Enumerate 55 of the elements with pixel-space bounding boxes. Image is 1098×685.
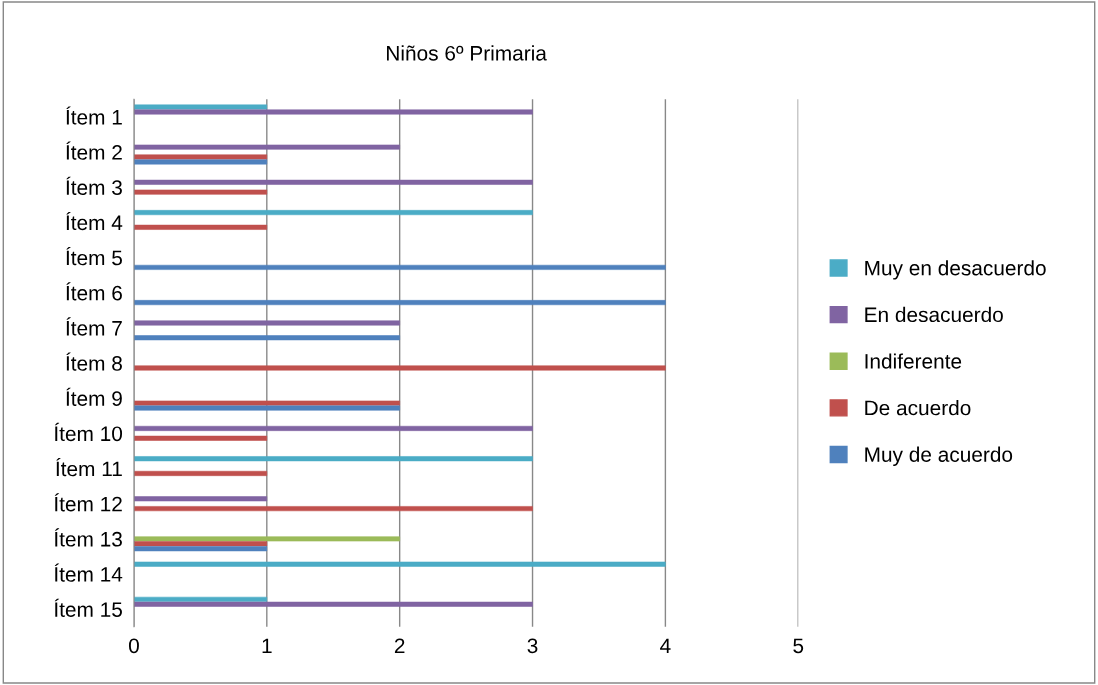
legend-label: Muy en desacuerdo [865,260,1046,280]
x-tick-label: 0 [128,638,139,654]
bar [133,456,533,462]
bar [133,561,666,567]
y-tick-label: Ítem 14 [54,563,123,582]
bar [133,159,268,165]
bar [133,210,533,216]
y-tick-label: Ítem 2 [66,141,122,160]
bar [133,320,400,326]
legend-label: Indiferente [865,353,962,369]
bar [133,536,400,542]
y-tick-label: Ítem 9 [66,387,122,406]
bar [133,335,400,341]
x-tick-label: 5 [793,638,804,654]
bar [133,470,268,476]
bar [133,224,268,230]
y-tick-label: Ítem 12 [54,493,122,512]
y-tick-label: Ítem 1 [66,106,122,125]
bar [133,144,400,150]
x-tick-label: 4 [660,638,671,653]
bar [133,435,268,441]
bar [133,400,400,406]
y-tick-label: Ítem 5 [66,247,122,266]
bar [133,264,666,270]
y-tick-label: Ítem 4 [66,211,123,231]
bar [133,506,533,512]
bar [133,601,533,607]
bar [133,189,268,195]
y-tick-label: Ítem 15 [54,598,122,617]
y-tick-label: Ítem 10 [54,422,123,442]
bar [133,109,533,115]
bar [133,154,268,160]
legend-label: En desacuerdo [865,306,1003,323]
y-tick-label: Ítem 11 [56,458,122,477]
x-tick-label: 1 [262,638,272,653]
bar [133,365,666,371]
bar [133,405,400,411]
y-tick-label: Ítem 3 [66,176,122,195]
bar [133,546,268,552]
bar [133,425,533,431]
y-tick-label: Ítem 8 [66,352,122,371]
bar [133,496,268,502]
x-tick-label: 2 [394,638,405,653]
x-tick-label: 3 [527,638,538,654]
y-tick-label: Ítem 7 [66,317,122,336]
bar [133,541,268,547]
y-tick-label: Ítem 13 [54,528,122,547]
bar [133,179,533,185]
y-tick-label: Ítem 6 [66,282,122,301]
chart-title: Niños 6º Primaria [387,45,547,61]
legend-label: De acuerdo [865,400,971,416]
bar [133,596,268,602]
bar [133,104,268,110]
legend-label: Muy de acuerdo [865,446,1013,467]
bar [133,300,666,306]
